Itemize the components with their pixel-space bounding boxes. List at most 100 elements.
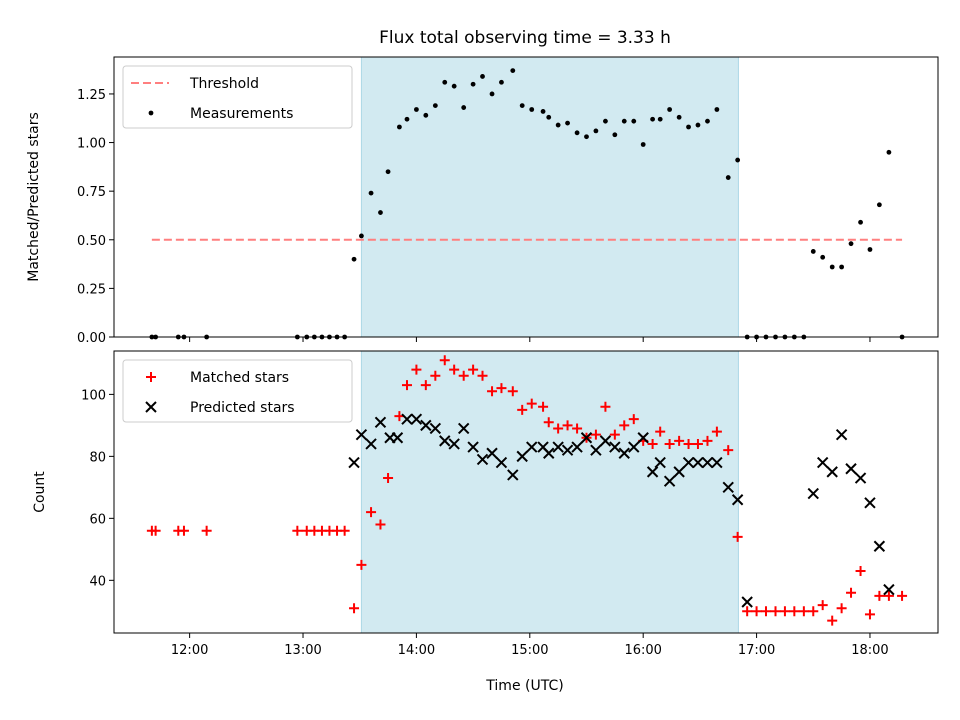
data-point <box>722 481 734 494</box>
data-point <box>676 114 682 120</box>
legend-label: Matched stars <box>190 370 289 386</box>
data-point <box>449 364 460 375</box>
data-point <box>826 466 838 478</box>
x-tick-label: 12:00 <box>171 643 208 658</box>
x-axis-label: Time (UTC) <box>485 678 563 694</box>
data-point <box>351 256 357 262</box>
data-point <box>432 103 438 109</box>
y-tick-label: 0.50 <box>77 234 106 249</box>
data-point <box>705 118 710 124</box>
y-tick-label: 60 <box>89 512 106 527</box>
legend-marker <box>146 372 156 382</box>
data-point <box>562 420 573 431</box>
data-point <box>683 438 694 449</box>
data-point <box>526 441 538 453</box>
data-point <box>410 413 423 425</box>
data-point <box>654 456 666 469</box>
data-point <box>507 386 518 397</box>
legend-marker <box>148 110 154 116</box>
data-point <box>810 249 816 254</box>
data-point <box>808 606 819 617</box>
data-point <box>439 435 451 447</box>
data-point <box>883 583 895 596</box>
data-point <box>829 264 835 270</box>
data-point <box>499 79 504 85</box>
data-point <box>448 438 460 450</box>
data-point <box>682 456 695 469</box>
data-point <box>742 606 753 617</box>
legend: Matched stars Predicted stars <box>122 359 353 423</box>
data-point <box>723 445 734 456</box>
data-point <box>839 264 845 270</box>
data-point <box>731 494 744 506</box>
legend-label: Predicted stars <box>190 400 295 416</box>
data-point <box>590 429 601 440</box>
data-point <box>817 600 828 611</box>
data-point <box>770 606 781 617</box>
legend: Threshold Measurements <box>122 65 353 129</box>
data-point <box>590 444 602 456</box>
data-point <box>864 497 876 509</box>
data-point <box>374 416 387 428</box>
data-point <box>420 380 431 391</box>
x-tick-label: 18:00 <box>851 643 888 658</box>
data-point <box>760 606 771 617</box>
data-point <box>674 435 685 446</box>
y-tick-label: 80 <box>89 450 106 465</box>
data-point <box>637 432 649 444</box>
chart-title: Flux total observing time = 3.33 h <box>379 28 671 48</box>
x-tick-label: 16:00 <box>624 643 661 658</box>
data-point <box>348 456 360 469</box>
data-point <box>701 456 714 469</box>
data-point <box>487 386 498 397</box>
data-point <box>355 428 368 441</box>
data-point <box>751 606 762 617</box>
data-point <box>779 606 790 617</box>
observing-window-shade <box>360 350 739 634</box>
data-point <box>430 370 441 381</box>
data-point <box>609 429 620 440</box>
data-point <box>807 487 819 500</box>
data-point <box>640 142 646 147</box>
data-point <box>599 435 612 447</box>
data-point <box>732 531 743 542</box>
data-point <box>365 438 377 450</box>
data-point <box>798 606 809 617</box>
data-point <box>529 107 535 112</box>
data-point <box>845 463 857 475</box>
data-point <box>667 107 673 112</box>
data-point <box>628 414 639 425</box>
data-point <box>420 419 432 432</box>
x-tick-label: 14:00 <box>398 643 435 658</box>
ratio-panel: 0.00 0.25 0.50 0.75 1.00 1.25 Matched/Predicte… <box>26 56 939 346</box>
data-point <box>404 116 410 122</box>
data-point <box>476 453 489 466</box>
data-point <box>711 426 722 437</box>
legend-box <box>122 359 353 423</box>
data-point <box>543 417 554 428</box>
observing-window-shade <box>360 56 739 338</box>
y-tick-label: 1.00 <box>77 137 106 152</box>
data-point <box>631 118 637 124</box>
data-point <box>741 596 753 608</box>
data-point <box>612 132 618 138</box>
data-point <box>692 438 703 449</box>
data-point <box>401 413 413 425</box>
x-tick-label: 15:00 <box>511 643 548 658</box>
data-point <box>816 456 829 469</box>
y-tick-label: 40 <box>89 574 106 589</box>
data-point <box>584 134 589 140</box>
data-point <box>673 466 685 478</box>
data-point <box>874 590 885 601</box>
legend-label: Measurements <box>190 106 293 122</box>
data-point <box>714 107 720 112</box>
y-tick-label: 100 <box>81 388 106 403</box>
data-point <box>383 473 394 484</box>
data-point <box>553 423 564 434</box>
y-tick-label: 0.25 <box>77 282 106 297</box>
data-point <box>571 441 583 453</box>
data-point <box>489 91 495 97</box>
data-point <box>686 124 691 130</box>
data-point <box>510 68 516 74</box>
